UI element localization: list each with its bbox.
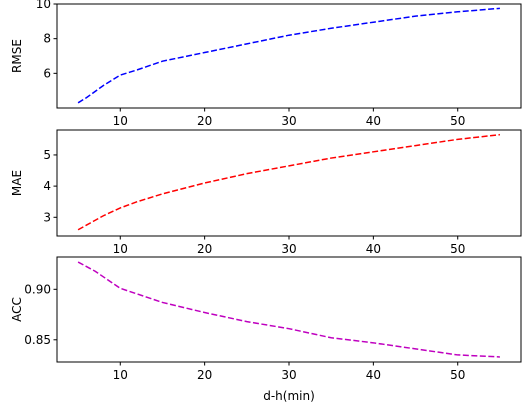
y-tick-label: 4: [43, 179, 51, 193]
y-axis-label: ACC: [10, 297, 24, 322]
x-tick-label: 10: [113, 114, 128, 128]
x-tick-label: 10: [113, 242, 128, 256]
plot-frame: [56, 3, 522, 109]
subplot-rmse: 10 20 30 40 50 6 8 10 RMSE: [10, 0, 522, 128]
x-tick-label: 50: [450, 114, 465, 128]
x-tick-label: 30: [281, 368, 296, 382]
x-tick-label: 20: [197, 242, 212, 256]
y-tick-label: 10: [36, 0, 51, 11]
plot-frame: [56, 129, 522, 237]
y-tick-label: 0.90: [24, 282, 51, 296]
x-tick-label: 50: [450, 242, 465, 256]
x-tick-label: 40: [366, 242, 381, 256]
y-axis-label: RMSE: [10, 39, 24, 73]
x-axis-label: d-h(min): [263, 389, 315, 402]
series-line: [77, 133, 500, 231]
subplot-mae: 10 20 30 40 50 3 4 5 MAE: [10, 129, 522, 256]
y-tick-label: 0.85: [24, 333, 51, 347]
series-line: [77, 7, 500, 104]
x-tick-label: 10: [113, 368, 128, 382]
x-tick-label: 20: [197, 114, 212, 128]
x-tick-label: 20: [197, 368, 212, 382]
x-tick-label: 50: [450, 368, 465, 382]
y-tick-label: 8: [43, 32, 51, 46]
x-tick-label: 30: [281, 114, 296, 128]
y-tick-label: 5: [43, 148, 51, 162]
x-tick-label: 40: [366, 368, 381, 382]
x-tick-label: 40: [366, 114, 381, 128]
x-tick-label: 30: [281, 242, 296, 256]
y-axis-label: MAE: [10, 170, 24, 196]
y-tick-label: 3: [43, 210, 51, 224]
plot-frame: [56, 256, 522, 363]
y-tick-label: 6: [43, 66, 51, 80]
series-line: [77, 261, 500, 358]
